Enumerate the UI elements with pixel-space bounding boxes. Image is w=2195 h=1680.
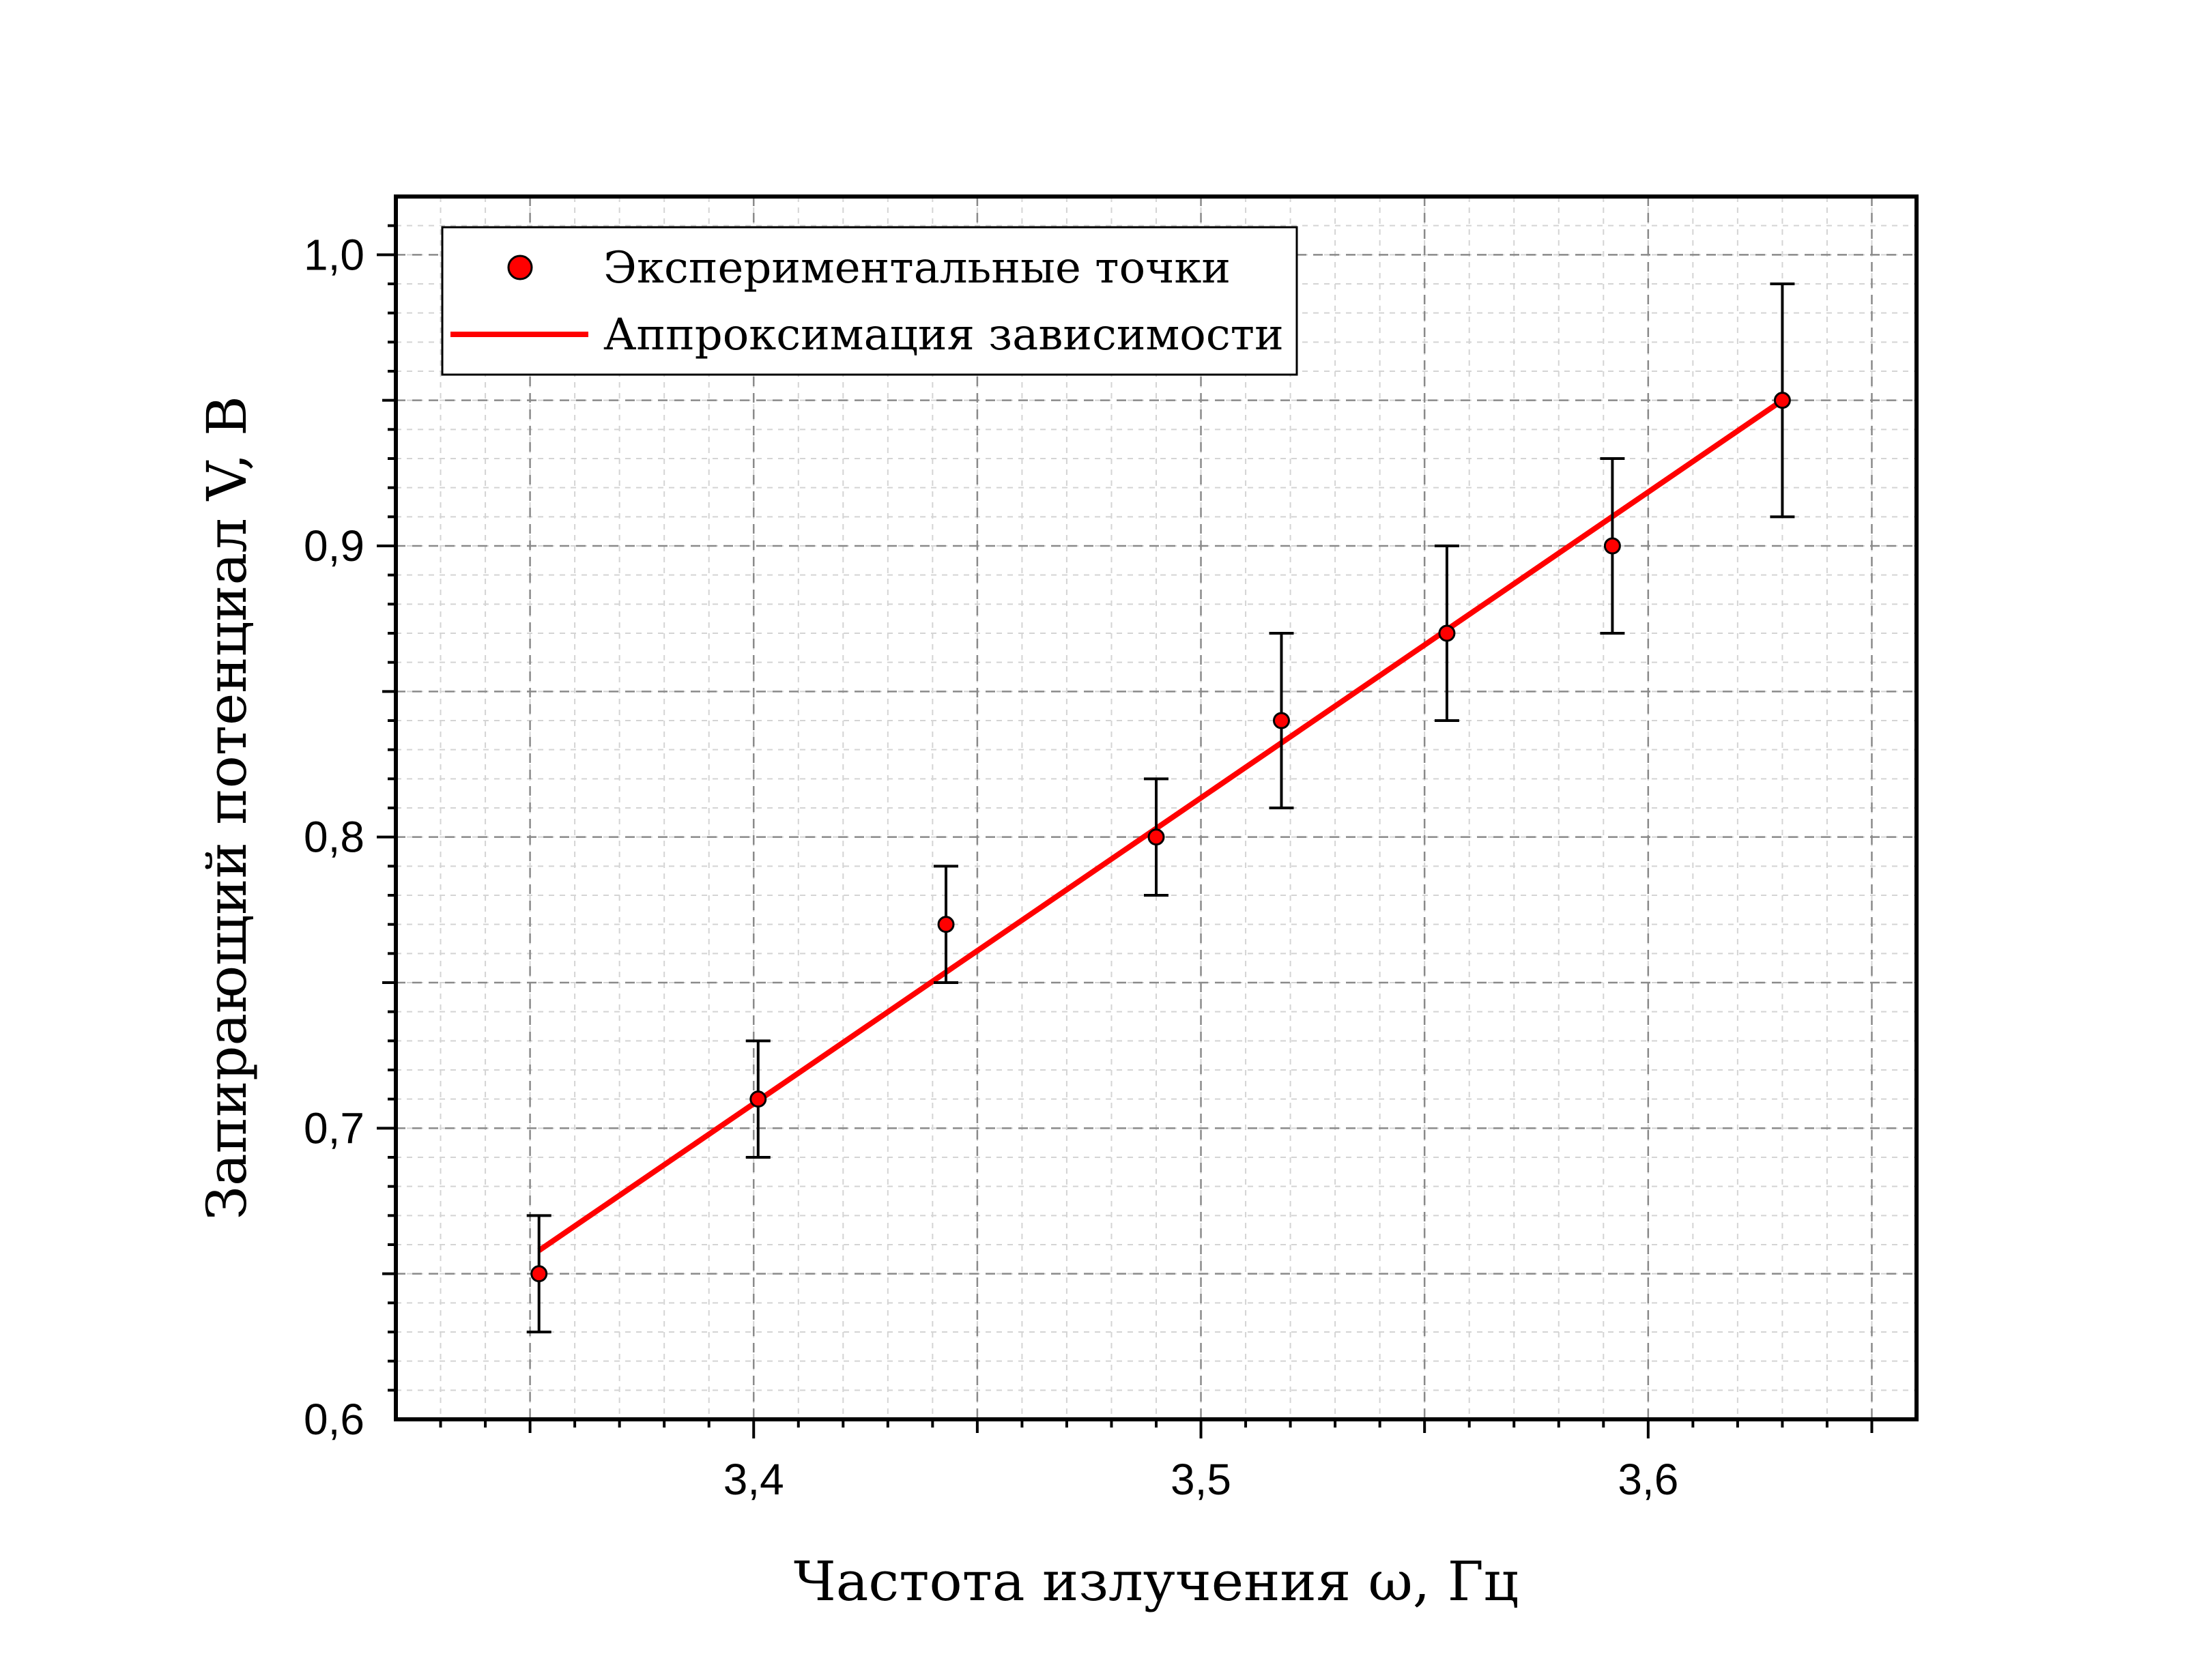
- legend: Экспериментальные точки Аппроксимация за…: [441, 226, 1298, 376]
- y-tick-label: 0,8: [304, 813, 364, 862]
- data-point: [1147, 828, 1165, 846]
- data-point: [1773, 392, 1791, 409]
- fit-line-layer: [537, 398, 1784, 1253]
- data-point: [1438, 624, 1456, 642]
- legend-label-line: Аппроксимация зависимости: [603, 310, 1284, 360]
- legend-box: [441, 226, 1298, 376]
- x-tick-label: 3,6: [1618, 1455, 1678, 1504]
- legend-marker-points: [507, 255, 533, 280]
- data-point: [749, 1090, 767, 1108]
- y-tick-label: 0,6: [304, 1395, 364, 1444]
- data-point: [1603, 537, 1621, 555]
- data-point: [530, 1265, 548, 1283]
- x-axis-title: Частота излучения ω, Гц: [794, 1550, 1519, 1613]
- x-tick-labels: 3,4 3,5 3,6: [723, 1455, 1679, 1504]
- data-point: [1272, 712, 1290, 729]
- fit-line: [537, 398, 1784, 1253]
- x-tick-label: 3,4: [723, 1455, 784, 1504]
- axis-ticks: [377, 224, 1874, 1438]
- y-tick-label: 1,0: [304, 230, 364, 279]
- data-point: [937, 916, 955, 933]
- legend-label-points: Экспериментальные точки: [603, 243, 1231, 293]
- y-tick-labels: 0,6 0,7 0,8 0,9 1,0: [304, 230, 364, 1444]
- y-tick-label: 0,9: [304, 521, 364, 570]
- y-axis-title: Запирающий потенциал V, В: [195, 396, 259, 1220]
- data-points: [530, 392, 1791, 1283]
- y-tick-label: 0,7: [304, 1103, 364, 1153]
- x-tick-label: 3,5: [1171, 1455, 1231, 1504]
